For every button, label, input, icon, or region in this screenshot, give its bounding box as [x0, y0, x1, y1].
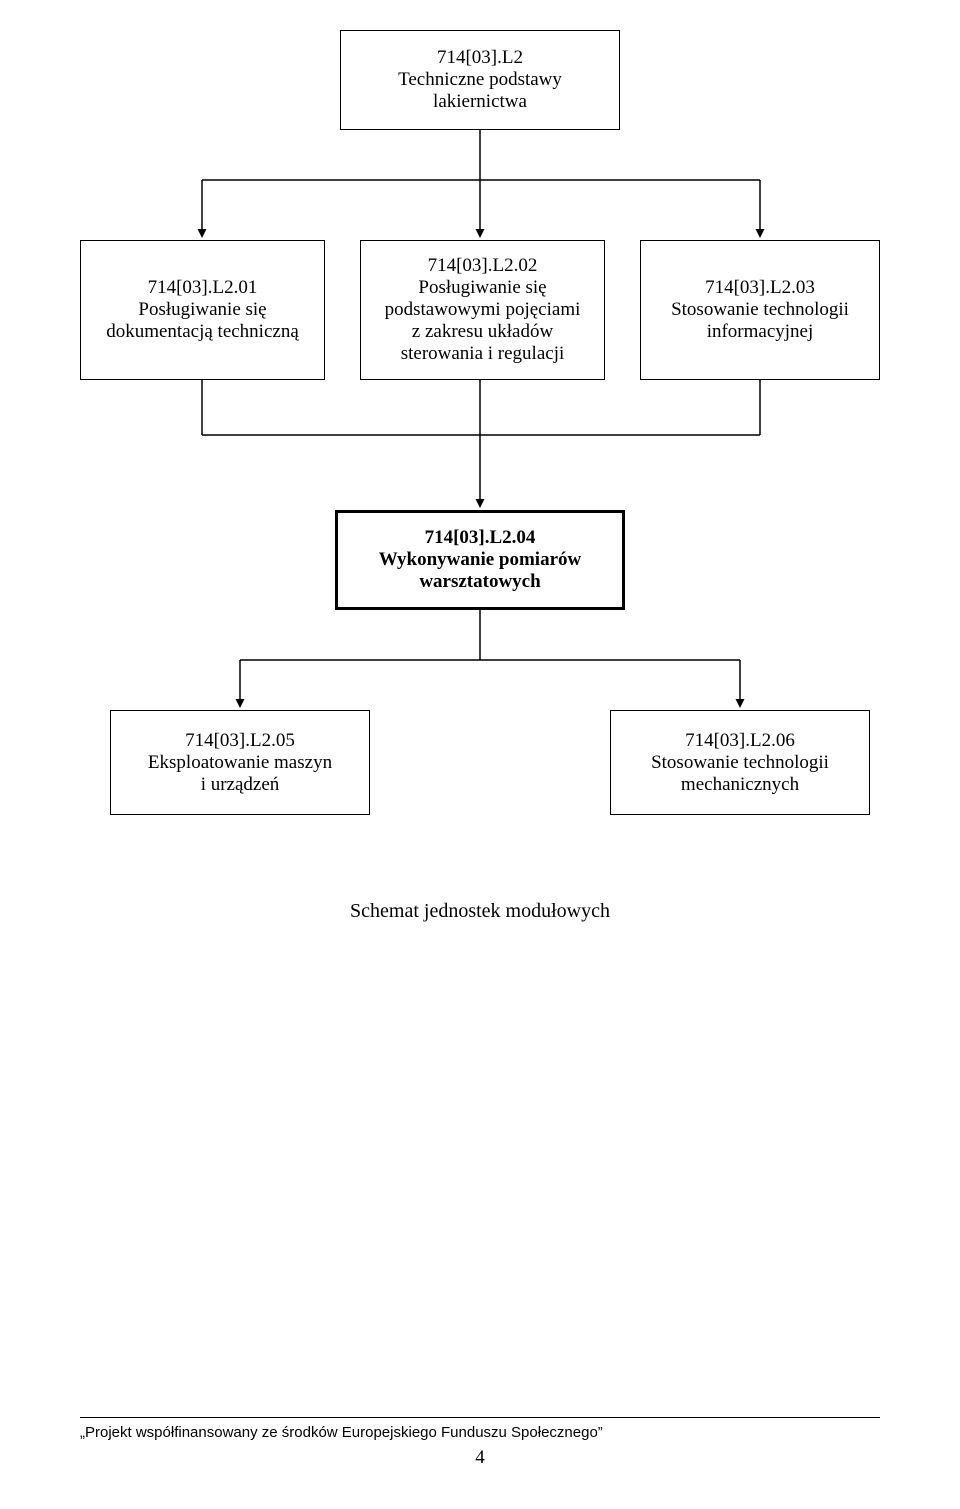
diagram-canvas: 714[03].L2 Techniczne podstawy lakiernic… [80, 30, 880, 980]
node-line: Eksploatowanie maszyn [148, 752, 332, 774]
node-line: Techniczne podstawy [398, 69, 562, 91]
node-code: 714[03].L2.04 [425, 527, 536, 549]
page-footer: „Projekt współfinansowany ze środków Eur… [80, 1417, 880, 1469]
footer-divider [80, 1417, 880, 1418]
node-line: Posługiwanie się [418, 277, 546, 299]
node-code: 714[03].L2.01 [148, 277, 258, 299]
node-line: podstawowymi pojęciami [385, 299, 581, 321]
node-line: Posługiwanie się [138, 299, 266, 321]
node-line: Stosowanie technologii [671, 299, 849, 321]
node-code: 714[03].L2.06 [685, 730, 795, 752]
node-root: 714[03].L2 Techniczne podstawy lakiernic… [340, 30, 620, 130]
node-code: 714[03].L2.05 [185, 730, 295, 752]
node-l2-05: 714[03].L2.05 Eksploatowanie maszyn i ur… [110, 710, 370, 815]
page: 714[03].L2 Techniczne podstawy lakiernic… [0, 0, 960, 1509]
node-line: sterowania i regulacji [401, 343, 565, 365]
node-line: dokumentacją techniczną [106, 321, 299, 343]
node-code: 714[03].L2.03 [705, 277, 815, 299]
node-line: Stosowanie technologii [651, 752, 829, 774]
node-l2-02: 714[03].L2.02 Posługiwanie się podstawow… [360, 240, 605, 380]
node-code: 714[03].L2 [437, 47, 523, 69]
node-l2-03: 714[03].L2.03 Stosowanie technologii inf… [640, 240, 880, 380]
node-l2-04-highlight: 714[03].L2.04 Wykonywanie pomiarów warsz… [335, 510, 625, 610]
node-code: 714[03].L2.02 [428, 255, 538, 277]
node-l2-06: 714[03].L2.06 Stosowanie technologii mec… [610, 710, 870, 815]
node-l2-01: 714[03].L2.01 Posługiwanie się dokumenta… [80, 240, 325, 380]
node-line: lakiernictwa [433, 91, 527, 113]
node-line: i urządzeń [201, 774, 280, 796]
node-line: z zakresu układów [412, 321, 553, 343]
footer-text: „Projekt współfinansowany ze środków Eur… [80, 1424, 880, 1441]
connectors-svg [80, 30, 880, 980]
schema-caption: Schemat jednostek modułowych [80, 900, 880, 923]
node-line: warsztatowych [419, 571, 540, 593]
node-line: informacyjnej [707, 321, 814, 343]
node-line: mechanicznych [681, 774, 799, 796]
page-number: 4 [80, 1447, 880, 1469]
node-line: Wykonywanie pomiarów [379, 549, 582, 571]
